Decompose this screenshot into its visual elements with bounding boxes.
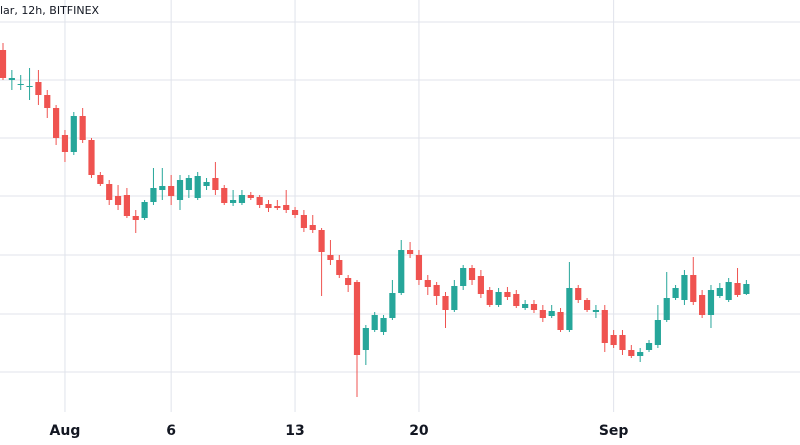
candle-body	[672, 288, 679, 298]
candle-body	[380, 318, 387, 332]
candle-body	[26, 86, 33, 87]
candle-body	[168, 186, 175, 196]
candle-body	[548, 311, 555, 316]
candle-body	[583, 300, 591, 310]
candle-body	[530, 304, 538, 310]
x-tick-label: 13	[285, 423, 304, 439]
candle-body	[336, 260, 343, 275]
candle-body	[0, 50, 7, 78]
candle-body	[141, 202, 148, 218]
candle-body	[265, 204, 272, 208]
candle-body	[221, 188, 228, 203]
candle-body	[486, 290, 493, 305]
candle-body	[327, 255, 334, 260]
chart-title: lar, 12h, BITFINEX	[0, 4, 100, 17]
candle-body	[637, 352, 644, 356]
candle-body	[17, 84, 24, 85]
candle-body	[345, 278, 352, 285]
candle-body	[176, 180, 184, 200]
candle-body	[70, 116, 77, 152]
candle-body	[707, 290, 715, 315]
candle-body	[132, 216, 139, 220]
candle-body	[628, 350, 635, 356]
candle-body	[433, 285, 440, 296]
candle-body	[53, 108, 60, 138]
candle-body	[495, 292, 502, 305]
candle-body	[150, 188, 157, 202]
candle-body	[681, 275, 688, 300]
candle-body	[592, 310, 600, 312]
candle-body	[398, 250, 405, 293]
candle-body	[557, 312, 564, 330]
candle-body	[575, 288, 582, 300]
candle-body	[725, 282, 732, 300]
candle-body	[88, 140, 95, 175]
candle-body	[79, 116, 86, 140]
candle-body	[460, 268, 467, 286]
candle-body	[318, 230, 325, 252]
candle-body	[610, 335, 617, 345]
candle-body	[309, 225, 316, 230]
x-tick-label: Aug	[50, 423, 81, 439]
candle-body	[185, 178, 192, 190]
candle-body	[247, 195, 254, 198]
candle-body	[389, 293, 396, 318]
candle-body	[353, 282, 361, 355]
candle-body	[230, 200, 237, 203]
candle-body	[123, 195, 130, 216]
candle-body	[699, 295, 706, 315]
candle-body	[106, 184, 113, 200]
candle-body	[601, 310, 608, 343]
candle-body	[114, 196, 122, 205]
candle-body	[522, 304, 529, 308]
candle-body	[424, 280, 431, 287]
candle-body	[477, 276, 484, 294]
candle-body	[716, 288, 723, 296]
candle-body	[274, 206, 281, 208]
x-tick-label: 20	[409, 423, 429, 439]
candle-body	[35, 82, 42, 95]
candle-body	[8, 78, 15, 80]
candle-body	[203, 182, 210, 186]
candle-body	[159, 186, 166, 190]
x-tick-label: Sep	[599, 423, 629, 439]
candle-body	[256, 197, 263, 205]
candle-body	[690, 275, 697, 302]
candle-body	[734, 283, 741, 295]
candle-body	[362, 328, 369, 350]
candle-body	[238, 195, 246, 203]
candle-body	[300, 215, 307, 228]
candle-body	[663, 298, 670, 320]
candle-body	[97, 175, 104, 184]
candle-body	[212, 178, 219, 190]
candle-body	[406, 250, 414, 254]
candle-body	[194, 176, 201, 198]
candle-body	[619, 335, 626, 350]
candle-body	[415, 255, 423, 280]
candle-body	[442, 296, 449, 310]
candle-body	[291, 210, 299, 215]
candle-body	[44, 95, 51, 108]
candle-body	[468, 268, 476, 280]
candle-body	[645, 343, 653, 350]
candle-body	[504, 292, 511, 297]
candle-body	[539, 310, 546, 318]
candle-body	[743, 284, 750, 294]
candle-body	[61, 135, 69, 152]
candle-body	[513, 294, 520, 306]
candle-body	[283, 205, 290, 210]
candle-body	[451, 286, 458, 310]
candle-body	[654, 320, 661, 345]
candle-body	[371, 315, 378, 330]
candle-body	[566, 288, 573, 330]
x-tick-label: 6	[166, 423, 176, 439]
